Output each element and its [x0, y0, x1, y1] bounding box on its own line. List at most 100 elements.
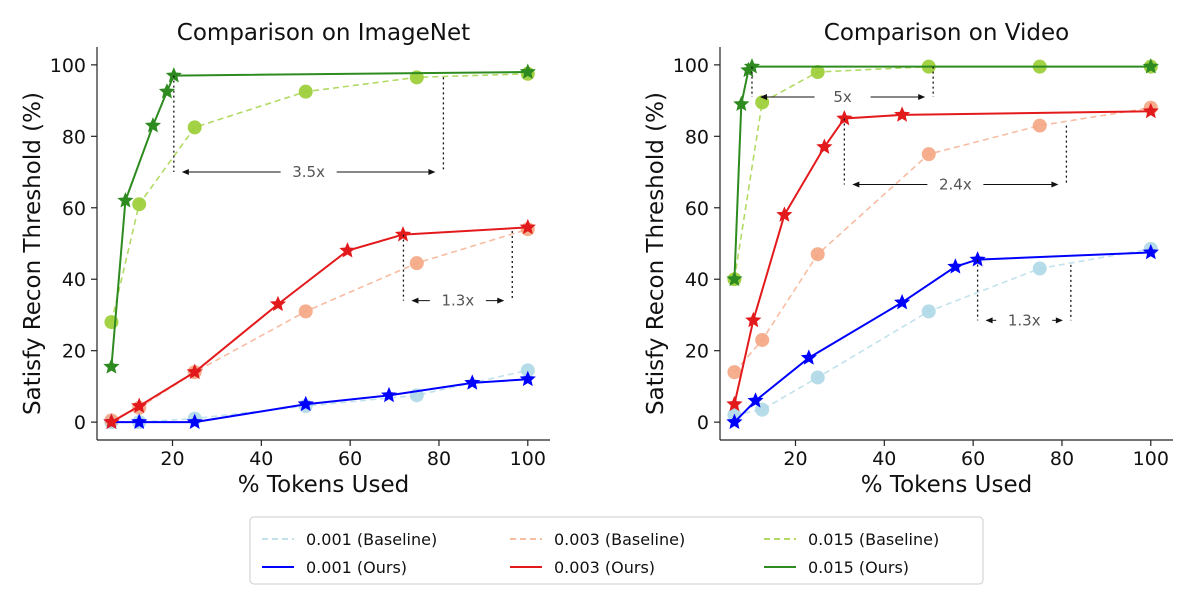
- annotation-arrowhead: [1055, 317, 1063, 324]
- annotation-label: 2.4x: [939, 176, 972, 194]
- data-point-0-015-baseline: [298, 84, 313, 99]
- legend-label: 0.003 (Baseline): [554, 530, 685, 549]
- data-point-0-015-ours: [158, 83, 176, 99]
- annotation-arrowhead: [428, 169, 436, 176]
- y-tick-label: 60: [62, 198, 86, 220]
- data-point-0-003-baseline: [755, 332, 770, 347]
- x-tick-label: 100: [1133, 448, 1169, 470]
- legend-label: 0.003 (Ours): [554, 558, 655, 577]
- series-line-0-001-ours: [733, 251, 1151, 423]
- data-point-0-001-baseline: [921, 304, 936, 319]
- legend-box: [249, 516, 984, 585]
- data-point-0-003-ours: [836, 109, 853, 126]
- y-axis-label: Satisfy Recon Threshold (%): [643, 92, 669, 415]
- data-point-0-003-ours: [776, 206, 793, 222]
- x-tick-label: 100: [510, 448, 546, 470]
- x-tick-label: 20: [160, 448, 184, 470]
- data-point-0-003-ours: [519, 218, 536, 235]
- data-point-0-003-ours: [103, 413, 120, 430]
- annotation-arrowhead: [985, 317, 993, 324]
- y-tick-label: 80: [685, 126, 709, 148]
- annotation-arrowhead: [1051, 181, 1059, 188]
- data-point-0-003-baseline: [298, 304, 313, 319]
- x-tick-label: 80: [1050, 448, 1074, 470]
- data-point-0-003-ours: [269, 295, 287, 312]
- y-tick-label: 100: [673, 55, 709, 77]
- y-tick-label: 100: [50, 55, 86, 77]
- y-tick-label: 40: [685, 269, 709, 291]
- series-line-0-003-baseline: [111, 228, 529, 422]
- series-line-0-001-baseline: [111, 369, 528, 423]
- data-point-0-003-ours: [131, 397, 148, 413]
- data-point-0-015-baseline: [187, 120, 202, 135]
- x-axis-label: % Tokens Used: [861, 472, 1032, 498]
- annotation-arrowhead: [411, 297, 419, 304]
- x-axis-label: % Tokens Used: [238, 472, 409, 498]
- data-point-0-001-ours: [464, 374, 481, 390]
- data-point-0-001-ours: [726, 413, 743, 430]
- data-point-0-001-baseline: [810, 370, 825, 385]
- x-tick-label: 60: [338, 448, 362, 470]
- y-tick-label: 20: [62, 341, 86, 363]
- x-tick-label: 40: [872, 448, 896, 470]
- series-line-0-003-ours: [110, 226, 528, 424]
- legend-label: 0.001 (Baseline): [306, 530, 437, 549]
- legend-label: 0.015 (Ours): [808, 558, 909, 577]
- legend-label: 0.001 (Ours): [306, 558, 407, 577]
- data-point-0-015-ours: [165, 67, 182, 83]
- x-tick-label: 60: [961, 448, 985, 470]
- data-point-0-015-baseline: [810, 65, 825, 80]
- data-point-0-015-ours: [117, 192, 134, 208]
- annotation-label: 1.3x: [441, 292, 474, 310]
- annotation-arrowhead: [852, 181, 860, 188]
- annotation-label: 1.3x: [1008, 311, 1041, 329]
- annotation-arrowhead: [497, 297, 505, 304]
- legend-label: 0.015 (Baseline): [808, 530, 939, 549]
- chart-imagenet: Comparison on ImageNet 20 40 60 80 100 0 20 40 60…: [20, 20, 550, 498]
- annotation-arrowhead: [181, 169, 189, 176]
- series-line-0-003-ours: [733, 110, 1151, 405]
- data-point-0-003-ours: [1142, 102, 1159, 119]
- annotation-label: 5x: [833, 88, 852, 106]
- series-line-0-001-baseline: [734, 248, 1151, 416]
- data-point-0-015-ours: [743, 58, 761, 74]
- data-point-0-003-baseline: [1032, 118, 1047, 133]
- series-line-0-003-baseline: [733, 106, 1151, 373]
- y-tick-label: 0: [697, 412, 709, 434]
- series-line-0-015-baseline: [110, 73, 528, 323]
- data-point-0-001-baseline: [1032, 261, 1047, 276]
- data-point-0-015-baseline: [132, 197, 147, 212]
- chart-video: Comparison on Video 20 40 60 80 100 0 20 40 60 80 1…: [643, 20, 1173, 498]
- data-point-0-001-ours: [969, 251, 986, 267]
- x-tick-label: 40: [249, 448, 273, 470]
- data-point-0-001-baseline: [520, 363, 535, 378]
- y-tick-label: 80: [62, 126, 86, 148]
- data-point-0-001-ours: [947, 258, 964, 274]
- annotation-arrowhead: [918, 94, 926, 101]
- data-point-0-015-ours: [726, 270, 743, 287]
- data-point-0-015-ours: [733, 95, 750, 112]
- chart-title: Comparison on ImageNet: [177, 20, 470, 46]
- data-point-0-003-ours: [186, 363, 203, 379]
- data-point-0-001-ours: [131, 413, 148, 430]
- chart-title: Comparison on Video: [824, 20, 1069, 46]
- data-point-0-003-baseline: [810, 247, 825, 262]
- data-point-0-001-ours: [186, 413, 203, 430]
- y-tick-label: 20: [685, 341, 709, 363]
- x-tick-label: 80: [427, 448, 451, 470]
- y-tick-label: 0: [74, 412, 86, 434]
- x-tick-label: 20: [783, 448, 807, 470]
- data-point-0-003-ours: [894, 106, 911, 122]
- data-point-0-015-ours: [144, 117, 162, 133]
- data-point-0-015-ours: [103, 358, 120, 374]
- annotation-label: 3.5x: [292, 163, 325, 181]
- data-point-0-003-baseline: [921, 147, 936, 162]
- data-point-0-001-ours: [297, 395, 314, 412]
- series-line-0-015-ours: [110, 71, 528, 367]
- data-point-0-003-ours: [726, 395, 743, 412]
- data-point-0-003-baseline: [727, 365, 742, 380]
- data-point-0-001-ours: [1142, 243, 1159, 260]
- data-point-0-001-ours: [519, 370, 536, 387]
- data-point-0-003-ours: [339, 242, 356, 258]
